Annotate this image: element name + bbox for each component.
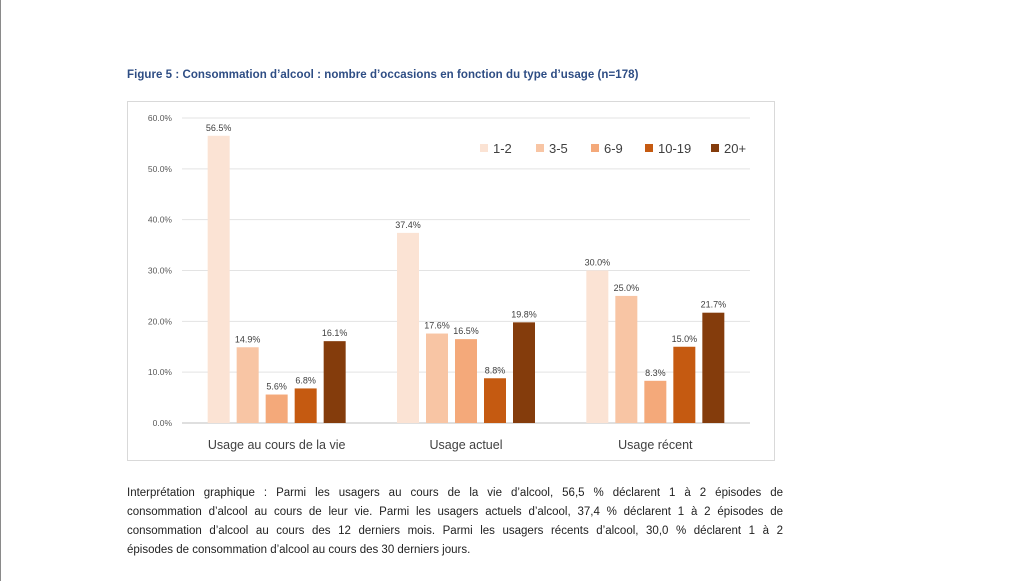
bar xyxy=(484,378,506,423)
x-category-label: Usage récent xyxy=(618,438,693,452)
data-label: 15.0% xyxy=(672,334,698,344)
data-label: 37.4% xyxy=(395,220,421,230)
legend-swatch xyxy=(711,144,719,152)
data-label: 56.5% xyxy=(206,123,232,133)
bar xyxy=(644,380,667,423)
bar xyxy=(294,388,317,423)
data-label: 16.5% xyxy=(453,326,479,336)
bar xyxy=(586,270,609,423)
data-label: 19.8% xyxy=(511,309,537,319)
interpretation-text: Interprétation graphique : Parmi les usa… xyxy=(127,484,783,560)
data-label: 17.6% xyxy=(424,321,450,331)
data-label: 25.0% xyxy=(614,283,640,293)
legend-label: 3-5 xyxy=(549,141,568,156)
legend-swatch xyxy=(536,144,544,152)
data-label: 6.8% xyxy=(295,375,316,385)
page-left-border xyxy=(0,0,1,581)
data-label: 21.7% xyxy=(701,300,727,310)
legend-label: 1-2 xyxy=(493,141,512,156)
x-category-label: Usage au cours de la vie xyxy=(208,438,346,452)
x-category-label: Usage actuel xyxy=(430,438,503,452)
y-tick-label: 0.0% xyxy=(153,418,173,428)
y-tick-label: 10.0% xyxy=(148,367,173,377)
bar xyxy=(673,346,696,423)
legend-swatch xyxy=(480,144,488,152)
data-label: 8.3% xyxy=(645,368,666,378)
data-label: 8.8% xyxy=(485,365,506,375)
bar xyxy=(207,135,230,423)
legend-swatch xyxy=(645,144,653,152)
bar xyxy=(702,312,725,423)
interpretation-line: épisodes de consommation d’alcool au cou… xyxy=(127,544,471,556)
y-tick-label: 40.0% xyxy=(148,215,173,225)
legend-label: 6-9 xyxy=(604,141,623,156)
y-tick-label: 60.0% xyxy=(148,113,173,123)
data-label: 5.6% xyxy=(266,382,287,392)
figure-title: Figure 5 : Consommation d’alcool : nombr… xyxy=(127,69,639,81)
bar xyxy=(455,339,477,423)
interpretation-line: consommation d’alcool au cours des 12 de… xyxy=(127,525,783,537)
y-tick-label: 30.0% xyxy=(148,266,173,276)
bar xyxy=(323,341,346,423)
bar xyxy=(265,394,288,423)
bar xyxy=(513,322,535,423)
interpretation-line: consommation d’alcool au cours de leur v… xyxy=(127,506,783,518)
bar-chart: 0.0% 10.0% 20.0% 30.0% 40.0% 50.0% 60.0% 56.5% 1… xyxy=(148,113,750,452)
y-tick-label: 20.0% xyxy=(148,316,173,326)
interpretation-line: Interprétation graphique : Parmi les usa… xyxy=(127,487,783,499)
bar xyxy=(397,232,419,423)
legend-label: 10-19 xyxy=(658,141,691,156)
bar xyxy=(615,295,638,423)
chart-frame: 0.0% 10.0% 20.0% 30.0% 40.0% 50.0% 60.0% 56.5% 1… xyxy=(127,101,775,461)
bar xyxy=(426,333,448,423)
y-tick-label: 50.0% xyxy=(148,164,173,174)
data-label: 14.9% xyxy=(235,334,261,344)
bar xyxy=(236,347,259,423)
legend-swatch xyxy=(591,144,599,152)
data-label: 16.1% xyxy=(322,328,348,338)
data-label: 30.0% xyxy=(585,258,611,268)
legend-label: 20+ xyxy=(724,141,746,156)
